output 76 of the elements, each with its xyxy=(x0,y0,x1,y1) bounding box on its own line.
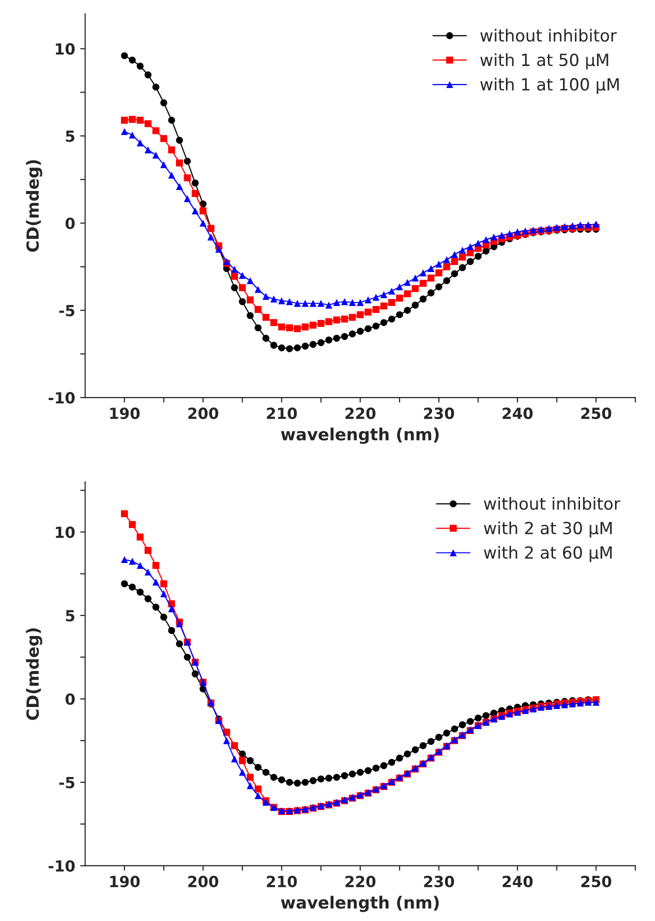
point xyxy=(270,774,278,781)
point xyxy=(482,712,490,720)
point xyxy=(286,778,293,786)
point xyxy=(238,750,246,758)
y-tick-label: 10 xyxy=(56,43,75,55)
point xyxy=(184,654,191,661)
point xyxy=(278,776,286,784)
x-tick-label: 210 xyxy=(266,408,297,420)
y-tick-label: 5 xyxy=(66,610,74,622)
y-tick-label: -10 xyxy=(48,392,75,404)
legend-label: with 2 at 60 μM xyxy=(484,546,612,562)
point xyxy=(451,725,458,732)
x-tick-label: 230 xyxy=(424,408,454,420)
point xyxy=(388,758,396,766)
point xyxy=(458,721,466,728)
point xyxy=(254,764,262,771)
y-tick-label: 0 xyxy=(66,218,75,230)
point xyxy=(136,588,144,596)
y-tick-label: -10 xyxy=(48,860,75,872)
point xyxy=(435,734,442,741)
point xyxy=(325,774,332,782)
point xyxy=(128,584,136,591)
y-tick-label: 10 xyxy=(56,526,75,538)
legend-label: with 1 at 100 μM xyxy=(480,78,619,94)
point xyxy=(160,614,168,621)
point xyxy=(333,774,340,781)
y-axis-title: CD(mdeg) xyxy=(26,628,42,720)
y-tick-label: -5 xyxy=(59,776,74,788)
x-tick-label: 200 xyxy=(188,408,218,420)
point xyxy=(396,754,404,762)
legend-label: with 1 at 50 μM xyxy=(480,53,608,70)
y-tick-label: -5 xyxy=(59,305,74,316)
x-axis-title: wavelength (nm) xyxy=(280,896,439,912)
point xyxy=(302,778,309,786)
y-tick-label: 5 xyxy=(66,130,74,142)
point xyxy=(317,776,324,782)
x-tick-label: 200 xyxy=(188,876,218,888)
point xyxy=(466,718,474,725)
point xyxy=(420,742,427,750)
x-tick-label: 220 xyxy=(346,876,376,888)
point xyxy=(404,750,411,758)
point xyxy=(176,640,183,648)
x-tick-label: 240 xyxy=(502,876,533,888)
point xyxy=(310,777,317,784)
point xyxy=(192,670,199,678)
legend-label: without inhibitor xyxy=(484,496,620,510)
x-tick-label: 250 xyxy=(581,408,612,420)
point xyxy=(372,764,380,772)
point xyxy=(380,762,388,770)
point xyxy=(356,768,364,776)
point xyxy=(443,730,450,737)
x-tick-label: 210 xyxy=(266,876,297,888)
x-tick-label: 190 xyxy=(110,408,140,420)
point xyxy=(246,757,254,764)
x-tick-label: 220 xyxy=(346,408,376,420)
point xyxy=(428,738,434,745)
legend-label: without inhibitor xyxy=(480,28,617,42)
point xyxy=(294,780,301,787)
point xyxy=(364,767,372,774)
point xyxy=(474,714,482,722)
point xyxy=(341,772,348,780)
x-tick-label: 240 xyxy=(502,408,533,420)
point xyxy=(348,770,356,778)
point xyxy=(144,595,152,602)
legend-label: with 2 at 30 μM xyxy=(484,521,612,538)
point xyxy=(168,627,176,634)
point xyxy=(120,580,128,588)
y-tick-label: 0 xyxy=(66,693,75,705)
x-tick-label: 250 xyxy=(581,876,612,888)
point xyxy=(152,604,160,611)
x-tick-label: 230 xyxy=(424,876,454,888)
point xyxy=(412,746,419,754)
x-tick-label: 190 xyxy=(110,876,140,888)
y-axis-title: CD(mdeg) xyxy=(26,160,42,252)
point xyxy=(262,768,270,776)
x-axis-title: wavelength (nm) xyxy=(280,428,439,444)
